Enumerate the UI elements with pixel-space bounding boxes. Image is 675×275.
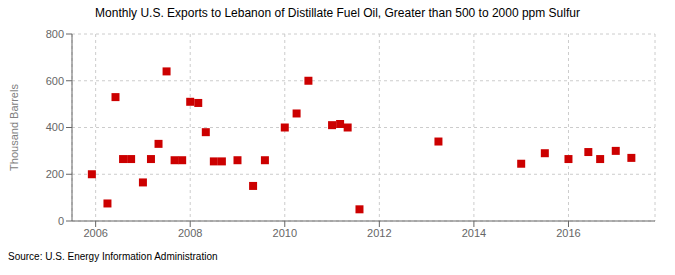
svg-text:0: 0 bbox=[58, 215, 64, 227]
svg-text:2014: 2014 bbox=[462, 227, 486, 239]
svg-text:2010: 2010 bbox=[273, 227, 297, 239]
html-text:Monthly U.S. Exports to Lebano: Monthly U.S. Exports to Lebanon of Disti… bbox=[95, 6, 580, 20]
svg-text:2006: 2006 bbox=[83, 227, 107, 239]
svg-text:200: 200 bbox=[46, 168, 64, 180]
svg-text:800: 800 bbox=[46, 28, 64, 40]
html-text:Source: U.S. Energy Informatio: Source: U.S. Energy Information Administ… bbox=[8, 251, 218, 262]
svg-text:400: 400 bbox=[46, 121, 64, 133]
svg-text:2016: 2016 bbox=[556, 227, 580, 239]
svg-text:2012: 2012 bbox=[367, 227, 391, 239]
svg-text:Thousand Barrels: Thousand Barrels bbox=[8, 84, 20, 171]
svg-text:2008: 2008 bbox=[178, 227, 202, 239]
svg-text:600: 600 bbox=[46, 75, 64, 87]
